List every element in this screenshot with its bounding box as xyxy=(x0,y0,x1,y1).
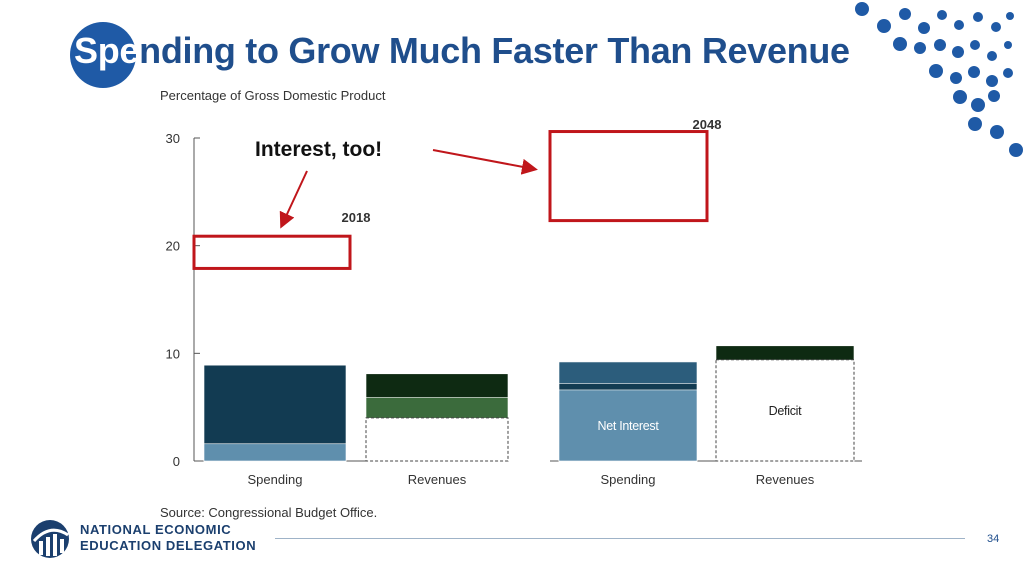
segment-label-2048-deficit: Deficit xyxy=(769,404,802,418)
bar-segment-2048-spending-net-interest xyxy=(558,389,698,462)
bar-segment-2018-spending-net-interest xyxy=(203,443,347,462)
need-logo-icon xyxy=(31,520,69,558)
highlight-box-2048-net-interest xyxy=(548,130,709,223)
title-circle xyxy=(70,22,136,88)
bar-segment-2018-revenues-deficit xyxy=(365,417,509,462)
annotation-arrow-2018 xyxy=(279,170,308,229)
x-category-label-2048-revenues: Revenues xyxy=(756,472,815,487)
org-name-line1: NATIONAL ECONOMIC xyxy=(80,522,232,537)
x-category-label-2018-spending: Spending xyxy=(248,472,303,487)
chart-source: Source: Congressional Budget Office. xyxy=(160,505,378,520)
footer-divider xyxy=(275,538,965,539)
bar-segment-2048-revenues-deficit xyxy=(715,359,855,462)
year-label-2018: 2018 xyxy=(342,210,371,225)
x-category-label-2048-spending: Spending xyxy=(601,472,656,487)
org-name-line2: EDUCATION DELEGATION xyxy=(80,538,257,553)
year-label-2048: 2048 xyxy=(693,117,722,132)
title-rest: nding to Grow Much Faster Than Revenue xyxy=(139,30,850,71)
highlight-box-2018-net-interest xyxy=(192,234,352,270)
page-title: Spending to Grow Much Faster Than Revenu… xyxy=(74,30,850,72)
y-tick-label: 20 xyxy=(166,239,180,254)
chart-subtitle: Percentage of Gross Domestic Product xyxy=(160,88,386,103)
annotation-arrow-2048 xyxy=(432,149,538,175)
y-tick-label: 30 xyxy=(166,131,180,146)
page-number: 34 xyxy=(987,533,1000,545)
segment-label-2048-net-interest: Net Interest xyxy=(597,419,659,433)
title-highlight: Spe xyxy=(74,30,140,71)
annotation-text: Interest, too! xyxy=(255,138,382,161)
dot-pattern-decoration xyxy=(855,2,1023,157)
y-tick-label: 0 xyxy=(173,454,180,469)
y-tick-label: 10 xyxy=(166,346,180,361)
x-category-label-2018-revenues: Revenues xyxy=(408,472,467,487)
org-name: NATIONAL ECONOMIC EDUCATION DELEGATION xyxy=(80,522,256,554)
